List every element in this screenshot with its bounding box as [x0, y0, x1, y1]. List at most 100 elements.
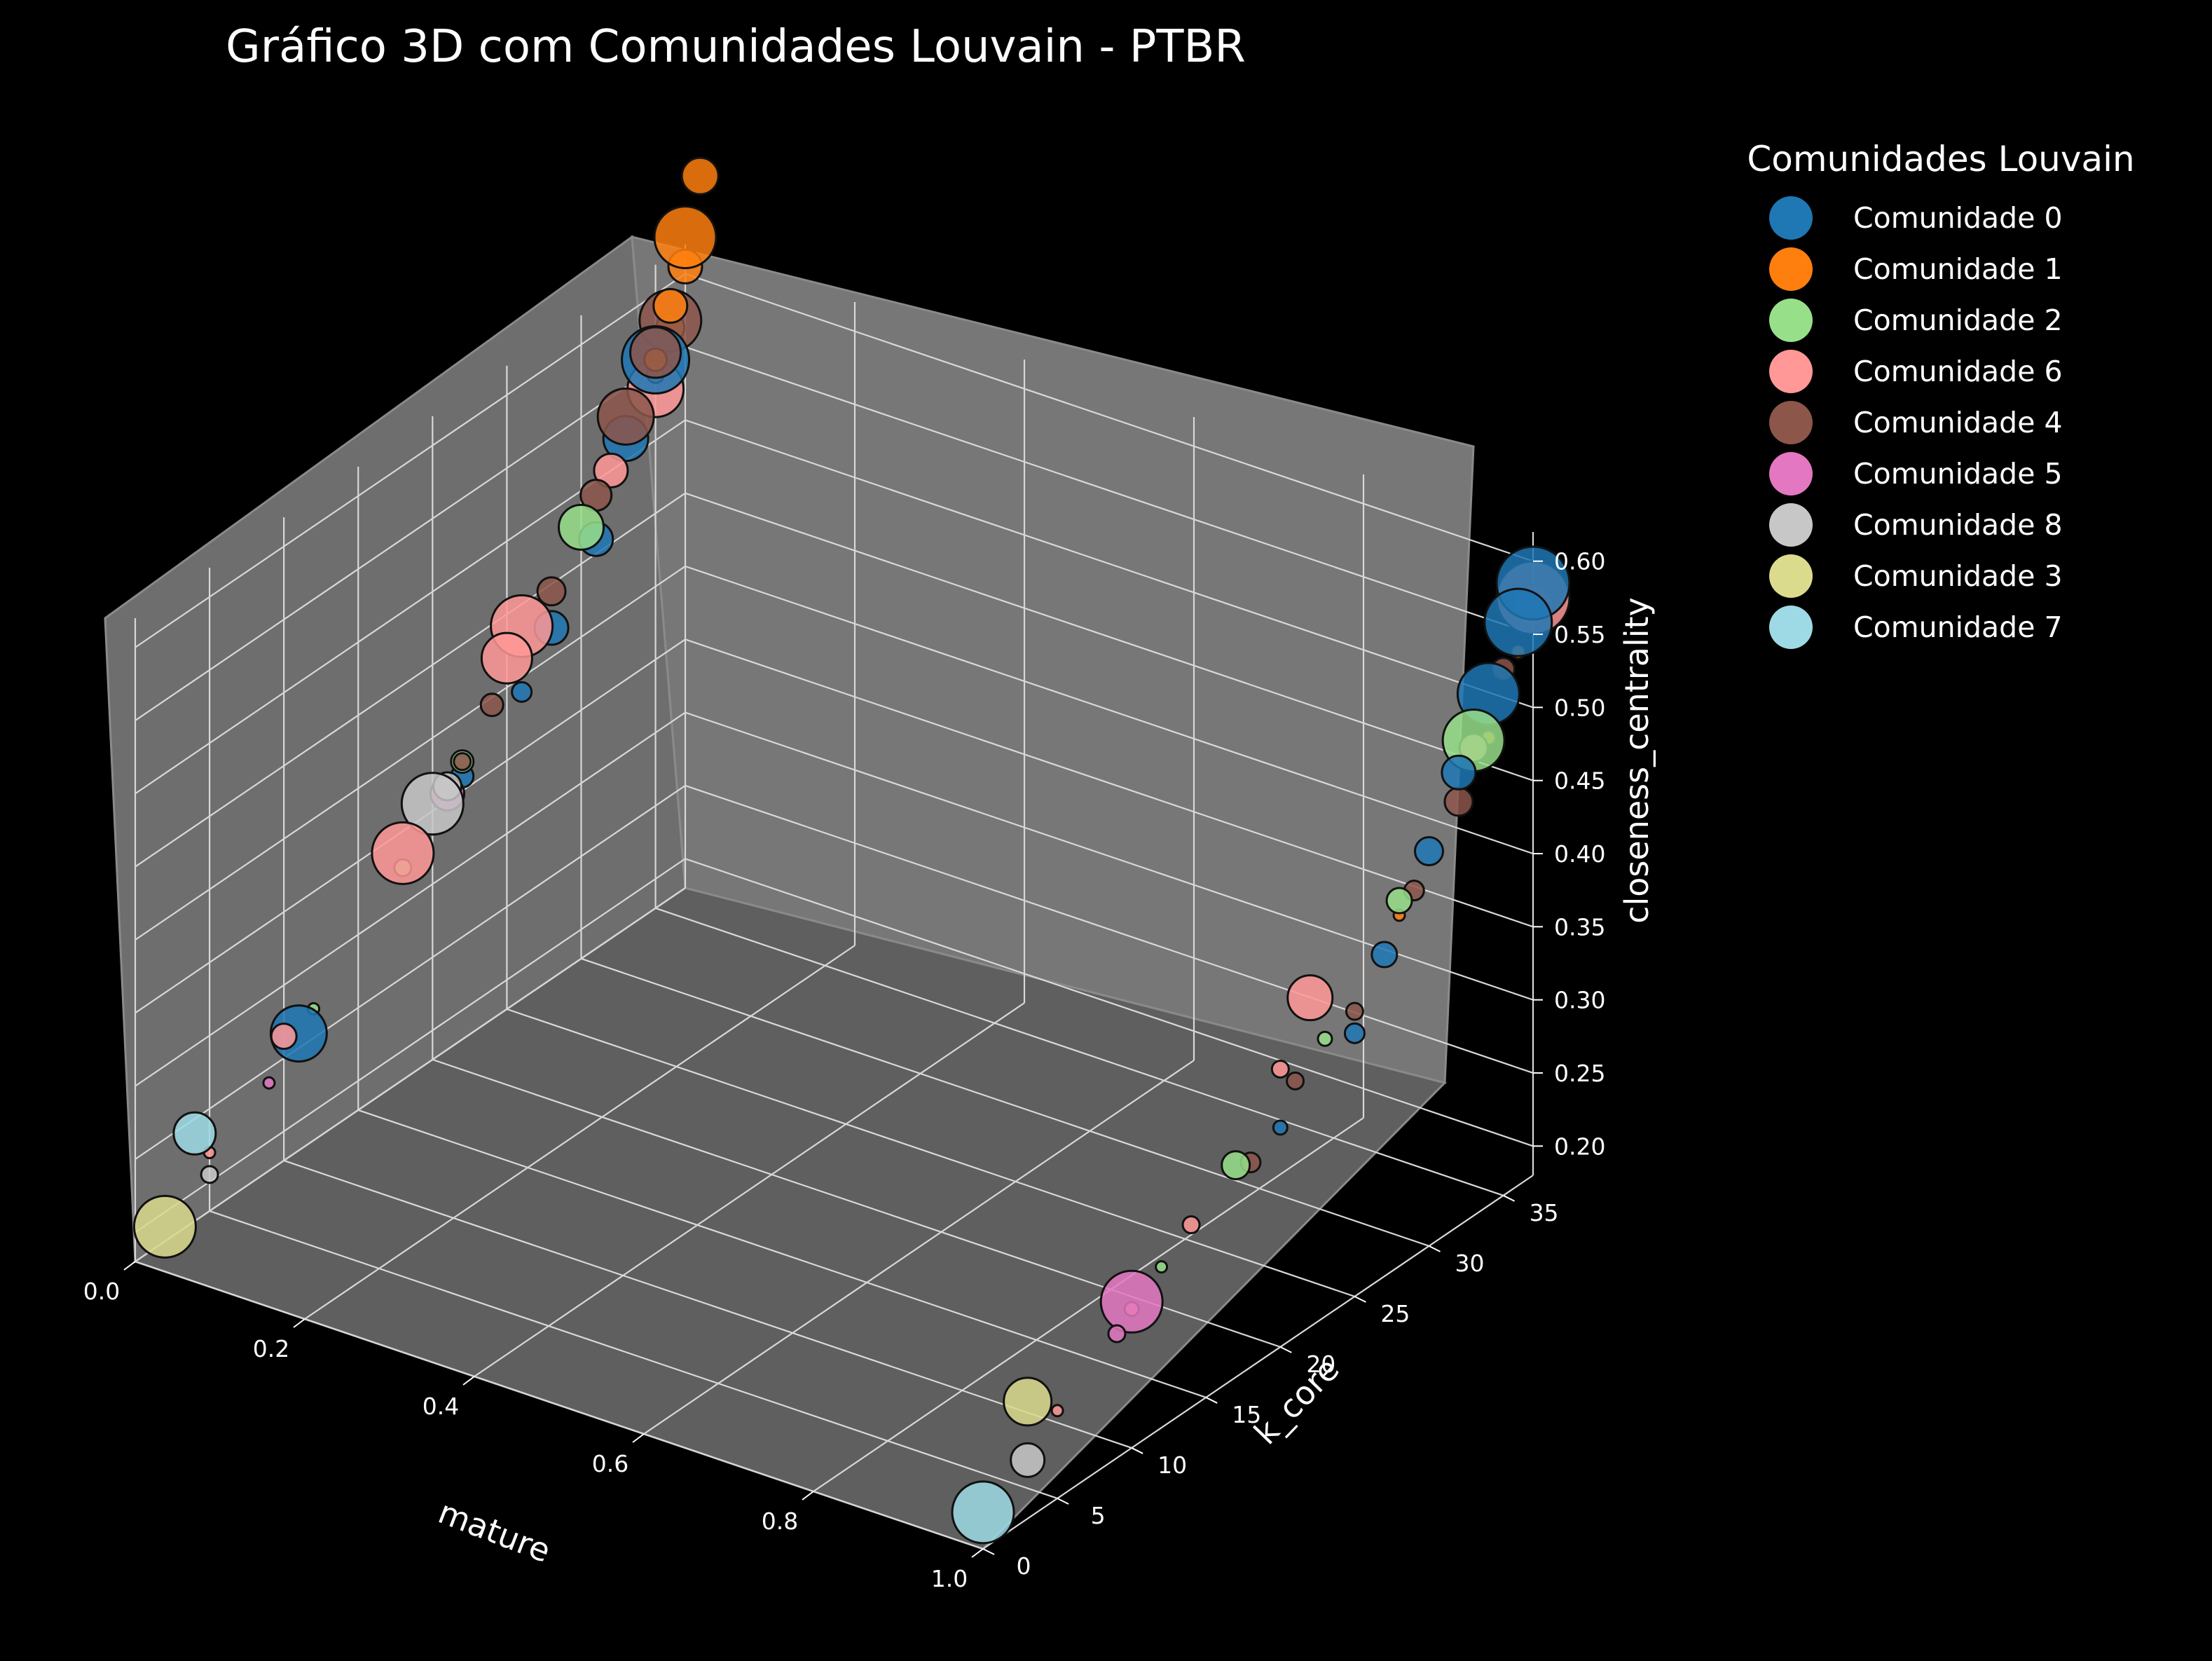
point-comunidade-0	[1272, 1119, 1289, 1136]
legend: Comunidades Louvain Comunidade 0 Comunida…	[1696, 139, 2186, 652]
point-comunidade-0	[1371, 941, 1399, 969]
z-axis-label: closeness_centrality	[1618, 597, 1656, 924]
gridline	[135, 346, 686, 721]
point-comunidade-6	[371, 821, 435, 885]
gridline	[283, 1159, 1132, 1449]
x-tick-mark	[462, 1376, 475, 1386]
point-comunidade-2	[557, 503, 605, 551]
gridline	[581, 957, 1429, 1247]
legend-label: Comunidade 6	[1853, 354, 2063, 388]
gridline	[474, 1002, 1025, 1377]
legend-items: Comunidade 0 Comunidade 1 Comunidade 2 Comu…	[1696, 192, 2186, 652]
legend-item: Comunidade 4	[1769, 397, 2186, 448]
point-comunidade-7	[951, 1480, 1015, 1545]
x-tick-label: 0.6	[592, 1450, 628, 1477]
legend-swatch	[1769, 400, 1813, 444]
point-comunidade-2	[1317, 1030, 1333, 1047]
point-comunidade-4	[1345, 1002, 1364, 1021]
gridline	[685, 784, 1534, 1074]
legend-swatch	[1769, 196, 1813, 240]
z-tick-label: 0.20	[1554, 1133, 1605, 1160]
y-tick-mark	[1279, 1346, 1292, 1353]
z-tick-label: 0.50	[1554, 694, 1605, 721]
x-axis-label: mature	[433, 1493, 556, 1570]
y-axis-label: k_core	[1246, 1350, 1347, 1451]
gridline	[655, 907, 1504, 1196]
x-tick-mark	[971, 1548, 984, 1558]
y-tick-mark	[1354, 1295, 1366, 1303]
y-tick-label: 10	[1157, 1451, 1187, 1479]
point-comunidade-6	[1270, 1059, 1290, 1079]
point-comunidade-3	[132, 1194, 197, 1259]
point-comunidade-4	[453, 752, 472, 772]
y-tick-mark	[1057, 1498, 1069, 1505]
legend-item: Comunidade 1	[1769, 243, 2186, 294]
legend-item: Comunidade 0	[1769, 192, 2186, 243]
y-tick-label: 25	[1380, 1300, 1410, 1327]
legend-swatch	[1769, 247, 1813, 291]
point-comunidade-1	[680, 156, 720, 196]
y-tick-label: 30	[1455, 1250, 1484, 1277]
y-tick-mark	[1429, 1245, 1441, 1252]
point-comunidade-2	[1155, 1260, 1169, 1274]
gridline	[685, 273, 1534, 562]
point-comunidade-8	[200, 1165, 219, 1184]
legend-swatch	[1769, 554, 1813, 598]
axes-panes	[104, 235, 1475, 1550]
legend-label: Comunidade 4	[1853, 405, 2063, 439]
legend-label: Comunidade 3	[1853, 559, 2063, 593]
legend-label: Comunidade 1	[1853, 252, 2063, 286]
point-comunidade-5	[1099, 1269, 1164, 1334]
y-tick-label: 20	[1306, 1351, 1335, 1378]
tick-labels: 0.0 0.2 0.4 0.6 0.8 1.0 0 5 10 15 20 25 30 35 0.20 0.25…	[83, 548, 1606, 1592]
chart-title: Gráfico 3D com Comunidades Louvain - PTB…	[226, 21, 1246, 73]
y-tick-mark	[1131, 1447, 1143, 1454]
z-tick-label: 0.60	[1554, 548, 1605, 575]
z-tick-label: 0.55	[1554, 621, 1605, 648]
gridline	[507, 1008, 1355, 1297]
legend-label: Comunidade 7	[1853, 610, 2063, 644]
x-tick-mark	[802, 1491, 814, 1501]
point-comunidade-2	[1221, 1150, 1251, 1181]
legend-swatch	[1769, 451, 1813, 495]
z-tick-label: 0.40	[1554, 840, 1605, 868]
point-comunidade-4	[536, 576, 567, 607]
gridline	[304, 945, 856, 1320]
legend-label: Comunidade 2	[1853, 303, 2063, 337]
z-tick-label: 0.25	[1554, 1060, 1605, 1087]
legend-item: Comunidade 6	[1769, 346, 2186, 397]
point-comunidade-0	[1441, 754, 1477, 791]
gridline	[685, 419, 1534, 709]
gridline	[135, 273, 686, 648]
gridline	[813, 1117, 1364, 1492]
point-comunidade-1	[652, 287, 689, 324]
point-comunidade-0	[1413, 836, 1444, 867]
point-comunidade-0	[1343, 1022, 1366, 1044]
legend-item: Comunidade 3	[1769, 550, 2186, 601]
gridline	[685, 565, 1534, 855]
legend-label: Comunidade 0	[1853, 200, 2063, 235]
y-tick-mark	[1503, 1194, 1516, 1202]
point-comunidade-2	[1385, 887, 1413, 915]
gridline	[135, 1260, 984, 1550]
x-tick-mark	[123, 1261, 136, 1271]
point-comunidade-0	[511, 681, 533, 703]
legend-swatch	[1769, 503, 1813, 547]
point-comunidade-4	[596, 387, 655, 446]
z-tick-label: 0.45	[1554, 767, 1605, 795]
legend-label: Comunidade 8	[1853, 507, 2063, 542]
gridline	[135, 711, 686, 1087]
x-tick-mark	[293, 1318, 305, 1328]
y-tick-mark	[1205, 1397, 1218, 1404]
point-comunidade-6	[1181, 1215, 1201, 1235]
z-tick-label: 0.30	[1554, 987, 1605, 1014]
point-comunidade-6	[1050, 1404, 1064, 1418]
x-tick-label: 0.2	[253, 1335, 289, 1362]
x-tick-label: 0.8	[762, 1508, 798, 1535]
point-comunidade-5	[1107, 1324, 1127, 1344]
x-tick-mark	[632, 1433, 645, 1443]
gridline	[357, 1109, 1207, 1398]
point-comunidade-3	[1003, 1376, 1053, 1427]
gridline	[209, 1210, 1058, 1500]
point-comunidade-8	[400, 772, 465, 836]
